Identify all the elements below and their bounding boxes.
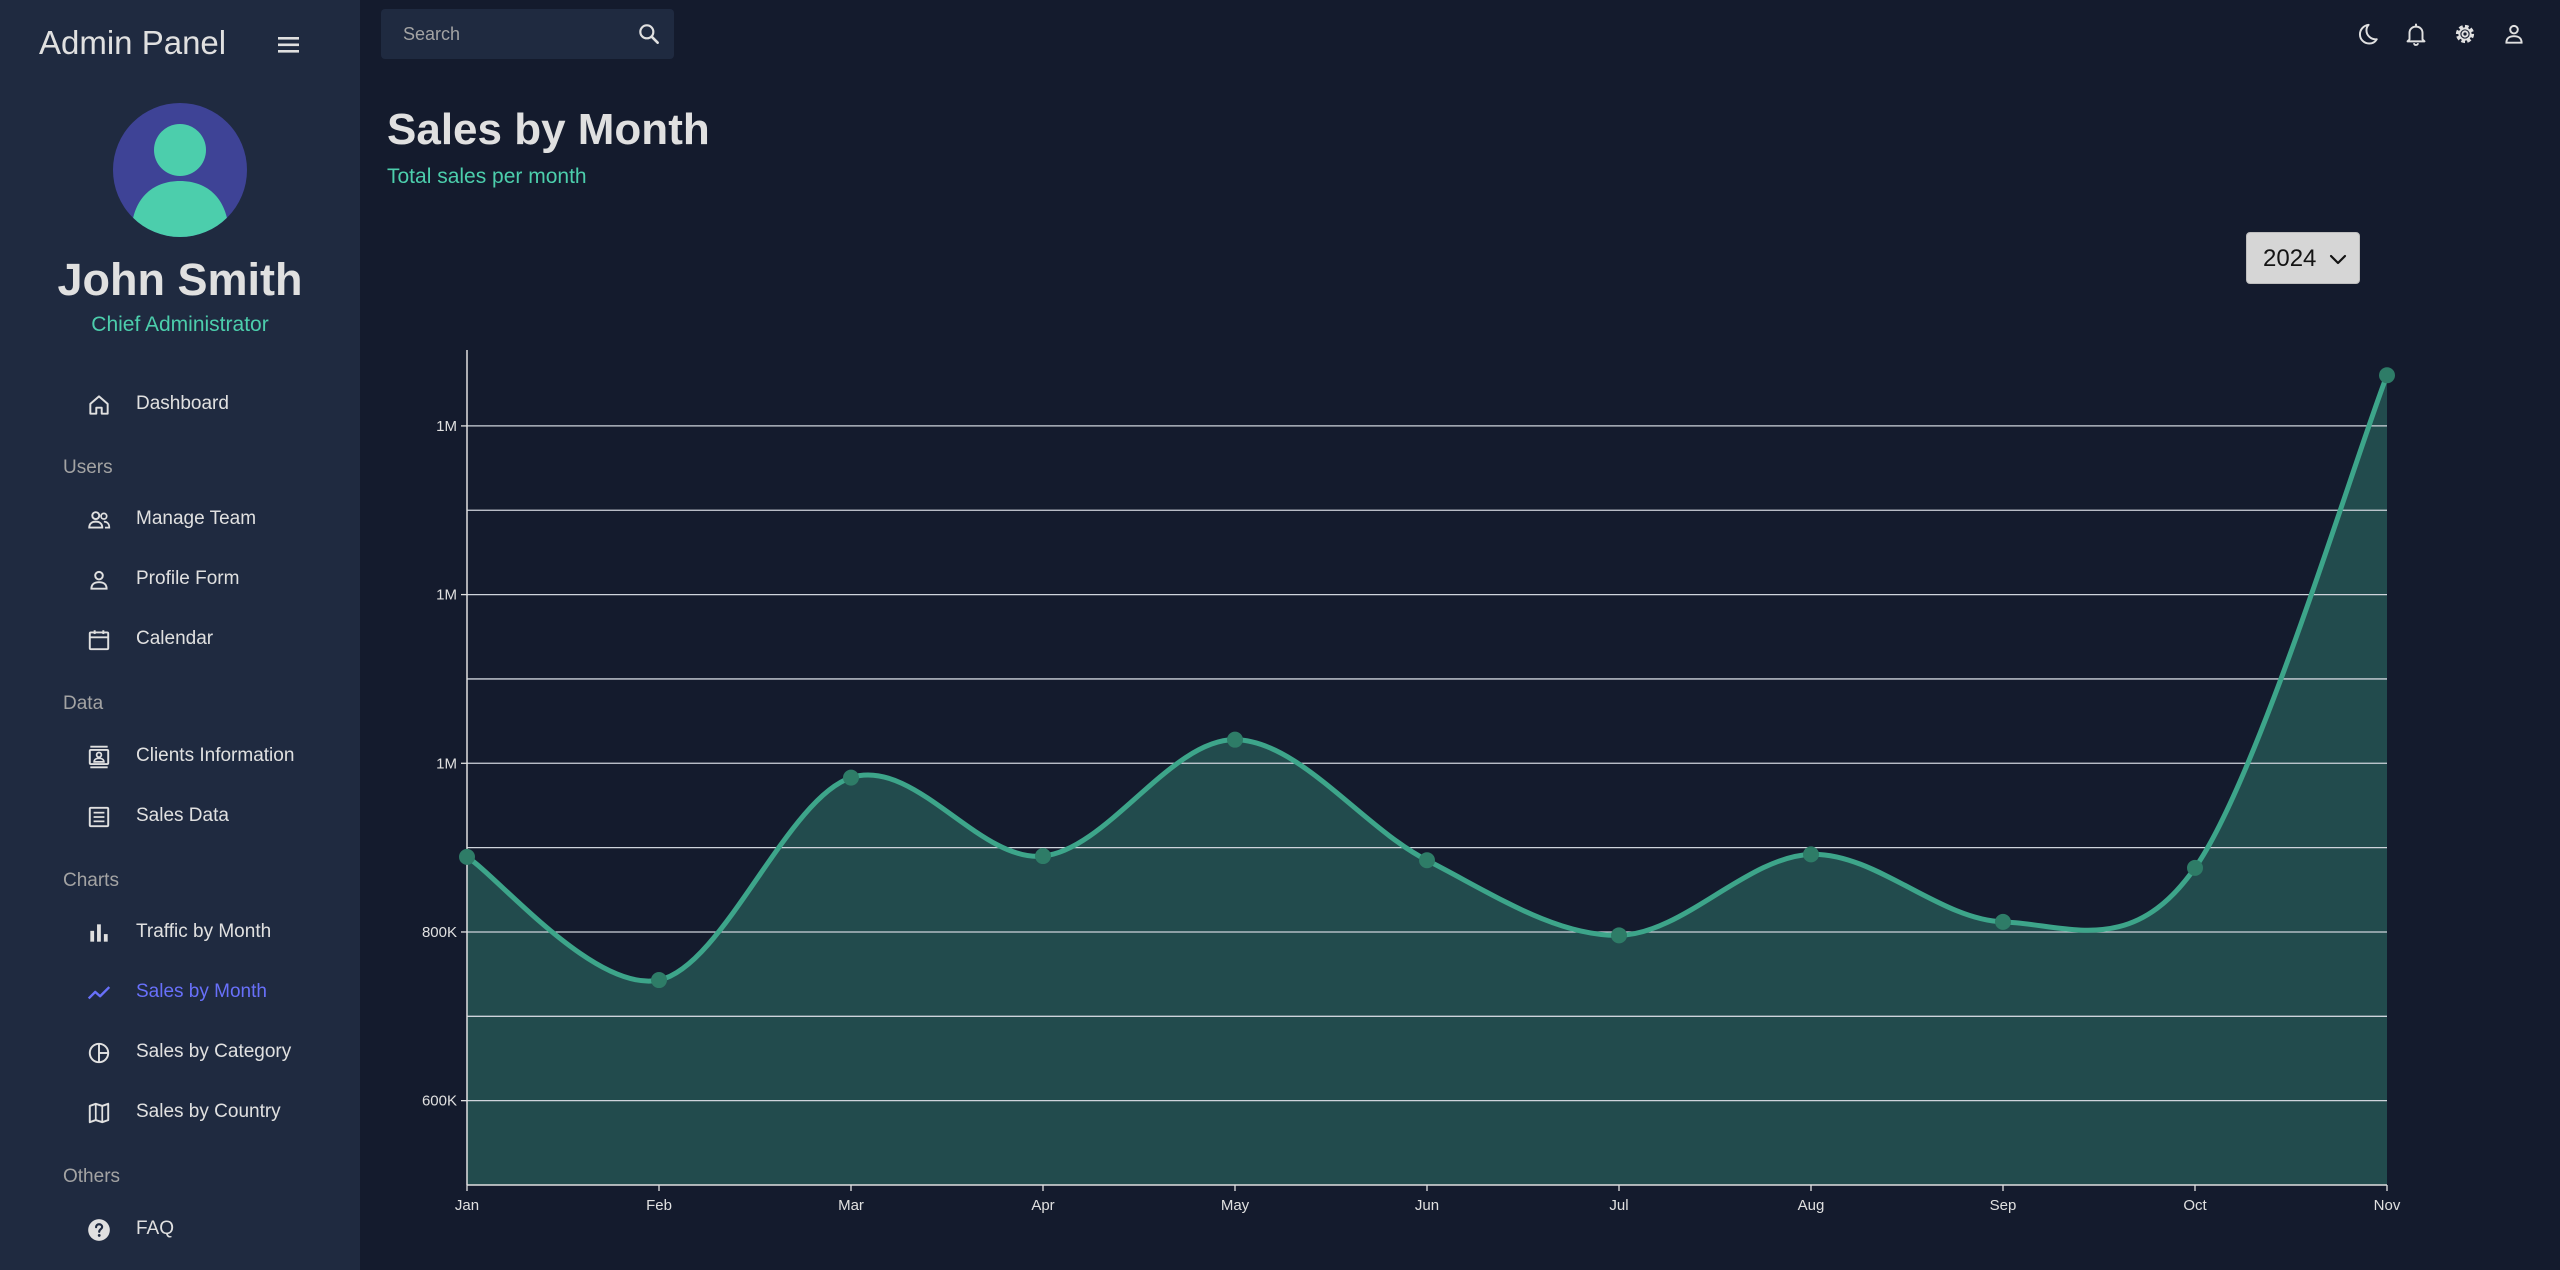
- x-tick-label: Aug: [1798, 1197, 1825, 1214]
- data-point: [843, 769, 859, 786]
- profile-icon[interactable]: [2501, 21, 2527, 47]
- sidebar-item-sales-by-category[interactable]: Sales by Category: [0, 1027, 360, 1077]
- x-tick-label: May: [1221, 1197, 1250, 1214]
- sidebar-section-charts: Charts: [63, 870, 119, 891]
- data-point: [2379, 367, 2395, 384]
- chart-svg: 600K 800K 1M 1M 1M Jan Feb Mar Apr May Jun Jul Aug Se…: [422, 350, 2401, 1214]
- sidebar-item-sales-by-month[interactable]: Sales by Month: [0, 967, 360, 1017]
- map-icon: [86, 1100, 112, 1126]
- y-tick-label: 800K: [422, 924, 457, 941]
- data-point: [459, 848, 475, 865]
- sidebar-item-faq[interactable]: FAQ: [0, 1204, 360, 1254]
- search-input[interactable]: [403, 21, 623, 47]
- sidebar-section-data: Data: [63, 693, 104, 714]
- data-point: [1995, 913, 2011, 930]
- data-point: [651, 972, 667, 989]
- y-tick-label: 600K: [422, 1093, 457, 1110]
- x-tick-label: Jun: [1415, 1197, 1439, 1214]
- y-tick-label: 1M: [436, 418, 457, 435]
- receipt-icon: [86, 804, 112, 830]
- search-bar: [381, 9, 674, 59]
- sidebar-section-others: Others: [63, 1166, 121, 1187]
- sidebar-item-label: Clients Information: [136, 745, 295, 766]
- page-subtitle: Total sales per month: [387, 165, 587, 188]
- sidebar-item-label: Profile Form: [136, 568, 240, 589]
- data-point: [1803, 846, 1819, 863]
- menu-icon[interactable]: [274, 32, 304, 58]
- area-fill: [467, 375, 2387, 1185]
- sidebar-item-profile-form[interactable]: Profile Form: [0, 554, 360, 604]
- settings-icon[interactable]: [2452, 21, 2478, 47]
- year-select-value: 2024: [2263, 245, 2317, 272]
- sidebar-item-dashboard[interactable]: Dashboard: [0, 379, 360, 429]
- sidebar: Admin Panel John Smith Chief Administrat…: [0, 0, 360, 1270]
- x-tick-label: Nov: [2374, 1197, 2401, 1214]
- sidebar-item-label: Traffic by Month: [136, 921, 272, 942]
- sidebar-item-sales-by-country[interactable]: Sales by Country: [0, 1087, 360, 1137]
- x-tick-label: Apr: [1031, 1197, 1054, 1214]
- search-icon[interactable]: [636, 21, 662, 47]
- notifications-icon[interactable]: [2403, 21, 2429, 47]
- sidebar-item-label: Sales by Month: [136, 981, 267, 1002]
- line-chart-icon: [86, 980, 112, 1006]
- sidebar-item-label: Sales by Category: [136, 1041, 292, 1062]
- chevron-down-icon: [2327, 249, 2349, 271]
- sidebar-item-label: Calendar: [136, 628, 214, 649]
- data-point: [2187, 859, 2203, 876]
- sidebar-item-label: Sales by Country: [136, 1101, 281, 1122]
- x-tick-label: Jul: [1609, 1197, 1628, 1214]
- help-icon: [86, 1217, 112, 1243]
- people-icon: [86, 507, 112, 533]
- sidebar-item-calendar[interactable]: Calendar: [0, 614, 360, 664]
- user-name: John Smith: [57, 254, 303, 305]
- sidebar-item-clients-information[interactable]: Clients Information: [0, 731, 360, 781]
- x-tick-label: Oct: [2183, 1197, 2207, 1214]
- sidebar-item-label: Sales Data: [136, 805, 229, 826]
- sidebar-item-traffic-by-month[interactable]: Traffic by Month: [0, 907, 360, 957]
- app-title: Admin Panel: [39, 24, 227, 61]
- x-tick-label: Feb: [646, 1197, 672, 1214]
- year-select[interactable]: 2024: [2246, 232, 2360, 284]
- data-point: [1611, 927, 1627, 944]
- y-tick-label: 1M: [436, 755, 457, 772]
- x-tick-label: Sep: [1990, 1197, 2017, 1214]
- sales-chart: 600K 800K 1M 1M 1M Jan Feb Mar Apr May Jun Jul Aug Se…: [380, 330, 2420, 1230]
- sidebar-item-label: FAQ: [136, 1218, 175, 1239]
- contacts-icon: [86, 744, 112, 770]
- pie-chart-icon: [86, 1040, 112, 1066]
- home-icon: [86, 392, 112, 418]
- sidebar-item-label: Manage Team: [136, 508, 257, 529]
- bar-chart-icon: [86, 920, 112, 946]
- sidebar-item-sales-data[interactable]: Sales Data: [0, 791, 360, 841]
- sidebar-item-manage-team[interactable]: Manage Team: [0, 494, 360, 544]
- x-tick-label: Jan: [455, 1197, 479, 1214]
- avatar[interactable]: [113, 103, 247, 237]
- user-role: Chief Administrator: [91, 313, 269, 336]
- calendar-icon: [86, 627, 112, 653]
- dark-mode-icon[interactable]: [2354, 21, 2380, 47]
- data-point: [1419, 852, 1435, 869]
- y-tick-label: 1M: [436, 587, 457, 604]
- person-icon: [86, 567, 112, 593]
- page-title: Sales by Month: [387, 105, 710, 154]
- x-tick-label: Mar: [838, 1197, 864, 1214]
- data-point: [1227, 731, 1243, 748]
- sidebar-item-label: Dashboard: [136, 393, 229, 414]
- data-point: [1035, 848, 1051, 865]
- sidebar-section-users: Users: [63, 457, 113, 478]
